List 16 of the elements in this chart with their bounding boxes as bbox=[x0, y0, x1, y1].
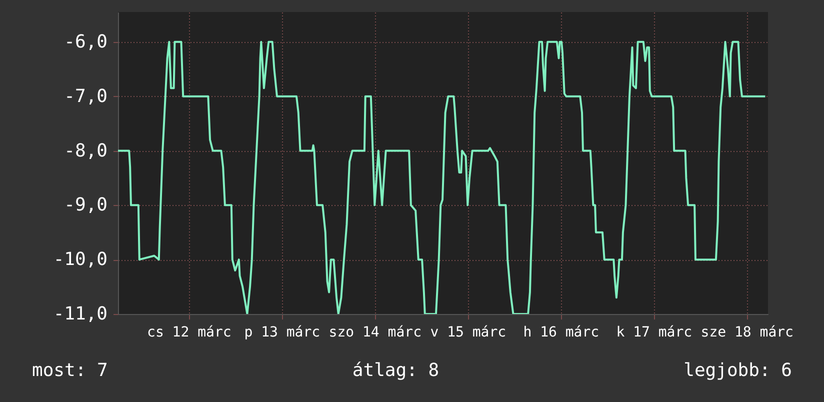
x-tick-label: szo 14 márc bbox=[328, 324, 422, 340]
x-tick-label: sze 18 márc bbox=[700, 324, 794, 340]
y-tick-label: -8,0 bbox=[64, 140, 108, 162]
y-tick-label: -6,0 bbox=[64, 31, 108, 52]
x-tick-label: h 16 márc bbox=[523, 324, 600, 340]
y-tick-label: -9,0 bbox=[64, 194, 108, 216]
x-tick-label: p 13 márc bbox=[244, 324, 320, 340]
y-tick-label: -11,0 bbox=[53, 304, 108, 324]
x-tick-label: k 17 márc bbox=[616, 324, 692, 340]
y-tick-label: -10,0 bbox=[53, 249, 108, 270]
x-tick-label: v 15 márc bbox=[430, 324, 506, 340]
x-tick-label: cs 12 márc bbox=[147, 324, 232, 340]
text: átlag: 8 bbox=[352, 360, 440, 381]
y-tick-label: -7,0 bbox=[64, 86, 108, 107]
text: legjobb: 6 bbox=[684, 360, 792, 381]
text: most: 7 bbox=[32, 360, 108, 381]
